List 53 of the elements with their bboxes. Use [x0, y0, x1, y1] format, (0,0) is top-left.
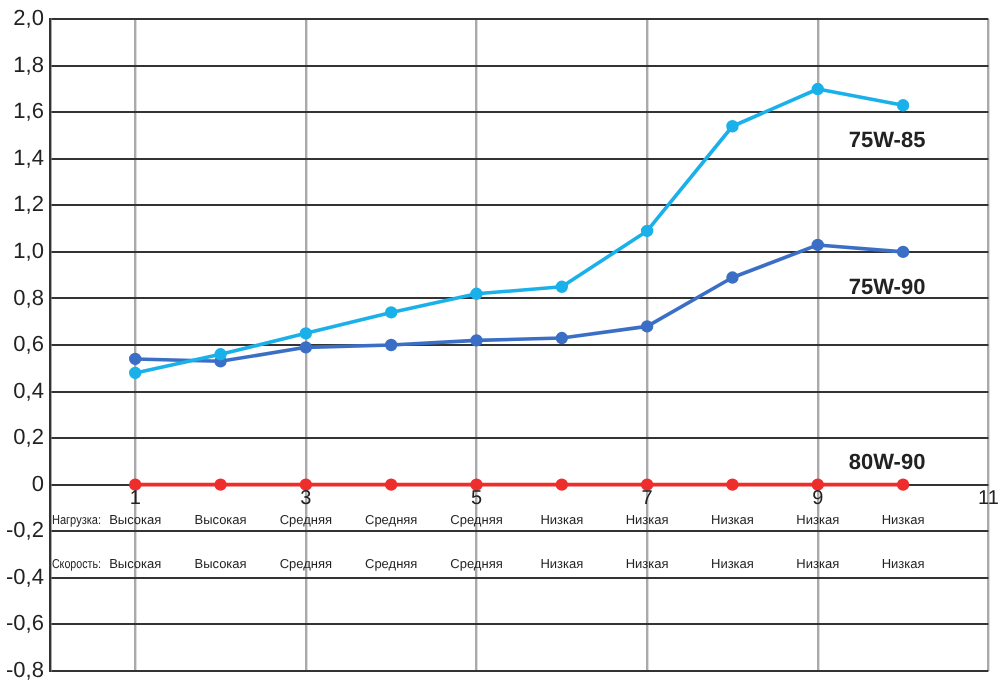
y-tick-label: -0,4: [5, 565, 44, 590]
point: [640, 320, 654, 333]
point: [299, 327, 313, 340]
point: [896, 99, 910, 112]
point: [811, 238, 824, 252]
y-tick-label: -0,8: [5, 658, 44, 683]
point: [129, 366, 142, 380]
y-tick-label: 0,4: [13, 379, 44, 404]
point: [129, 352, 142, 366]
x-tick-label: 9: [812, 488, 825, 511]
x-tick-label: 3: [300, 488, 313, 511]
point: [726, 120, 739, 133]
point: [470, 334, 483, 347]
y-tick-label: -0,6: [5, 612, 44, 637]
y-tick-label: -0,2: [5, 519, 44, 544]
y-tick-label: 2,0: [13, 7, 44, 32]
y-tick-label: 1,4: [13, 146, 44, 171]
series-label: 80W-90: [848, 450, 926, 475]
x-tick-label: 5: [470, 488, 483, 511]
point: [384, 306, 398, 319]
point: [470, 287, 483, 300]
x-tick-label: 7: [641, 488, 654, 511]
point: [726, 478, 739, 491]
point: [384, 338, 398, 352]
point: [811, 478, 824, 491]
point: [214, 348, 227, 361]
series-label: 75W-85: [848, 129, 926, 154]
point: [640, 478, 654, 491]
y-tick-label: 0,8: [13, 286, 44, 311]
y-tick-label: 1,2: [13, 193, 44, 218]
x-tick-label: 11: [978, 488, 1000, 511]
point: [555, 478, 569, 491]
y-tick-label: 0: [31, 472, 44, 497]
y-tick-label: 1,8: [13, 53, 44, 78]
point: [726, 271, 739, 284]
point: [299, 341, 313, 354]
point: [896, 478, 910, 491]
point: [214, 478, 227, 491]
point: [129, 478, 142, 491]
point: [640, 224, 654, 238]
point: [555, 331, 569, 345]
x-tick-label: 1: [129, 488, 142, 511]
y-tick-label: 0,2: [13, 426, 44, 451]
point: [811, 82, 824, 96]
point: [299, 478, 313, 491]
point: [896, 245, 910, 259]
point: [555, 280, 569, 294]
y-tick-label: 1,0: [13, 239, 44, 264]
point: [470, 478, 483, 491]
y-tick-label: 1,6: [13, 100, 44, 125]
series-label: 75W-90: [848, 275, 926, 300]
point: [384, 478, 398, 491]
y-tick-label: 0,6: [13, 333, 44, 358]
